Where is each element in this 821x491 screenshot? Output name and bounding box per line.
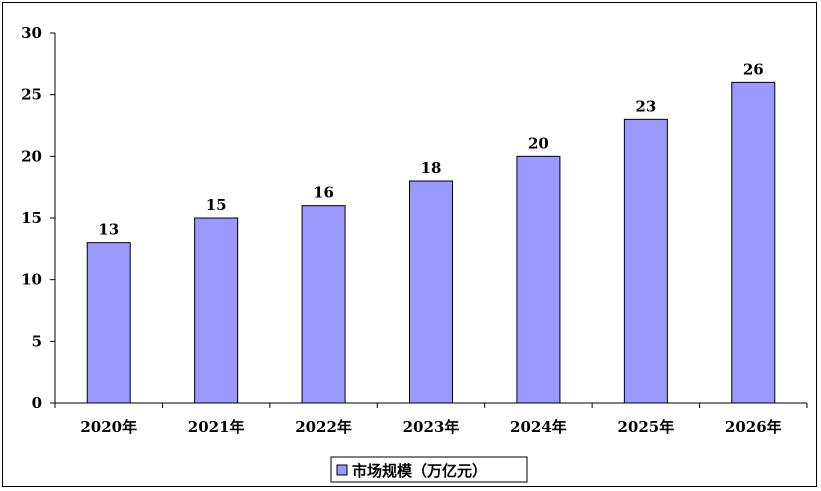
y-tick-label: 5 [32, 332, 42, 350]
x-tick-label: 2024年 [510, 418, 567, 436]
bars [86, 81, 776, 404]
legend-label: 市场规模（万亿元） [352, 462, 487, 480]
x-tick-label: 2023年 [403, 418, 460, 436]
data-label: 20 [528, 134, 549, 152]
x-tick-label: 2022年 [295, 418, 352, 436]
data-label: 26 [743, 60, 764, 78]
legend-swatch [336, 464, 348, 476]
bar [86, 242, 131, 404]
y-tick-label: 30 [21, 24, 42, 42]
y-tick-label: 20 [21, 147, 42, 165]
y-tick-label: 15 [21, 209, 42, 227]
data-label: 18 [421, 159, 442, 177]
data-label: 13 [98, 221, 119, 239]
data-label: 16 [313, 184, 334, 202]
bar [301, 205, 346, 404]
y-tick-label: 10 [21, 271, 42, 289]
data-label: 15 [206, 196, 227, 214]
bar [409, 180, 453, 404]
x-tick-label: 2026年 [725, 418, 782, 436]
bar [194, 217, 239, 404]
x-tick-label: 2020年 [80, 418, 137, 436]
bar [516, 155, 561, 404]
x-tick-label: 2025年 [617, 418, 674, 436]
legend: 市场规模（万亿元） [330, 456, 528, 483]
y-tick-label: 0 [32, 394, 42, 412]
y-tick-label: 25 [21, 86, 42, 104]
bar [731, 81, 776, 404]
data-label: 23 [635, 97, 656, 115]
bar [623, 118, 668, 404]
data-labels: 13 15 16 18 20 23 26 [98, 60, 763, 238]
x-tick-label: 2021年 [188, 418, 245, 436]
legend-box [330, 456, 528, 483]
